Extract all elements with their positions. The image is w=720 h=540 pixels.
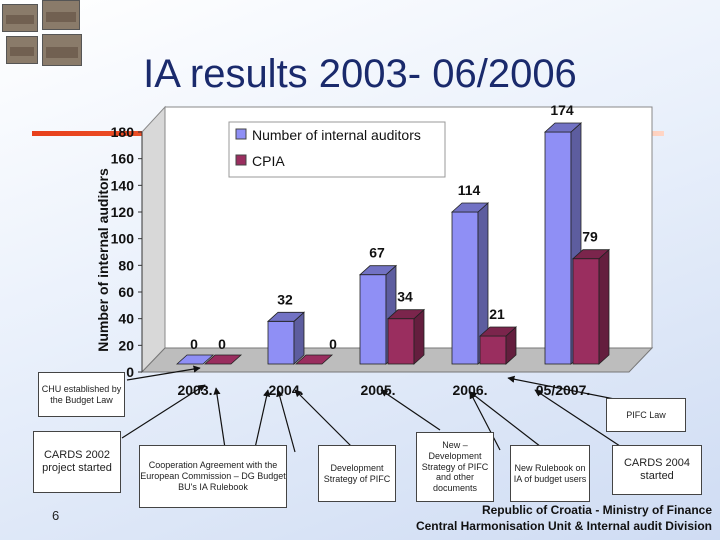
annotation-cooperation: Cooperation Agreement with the European … [139,445,287,508]
y-tick-label: 80 [118,257,134,273]
arrow-coop-3 [276,389,296,453]
bar-auditors-2004.: 32 [266,291,306,365]
bar-front [544,131,572,365]
x-axis-labels: 2003. 2004. 2005. 2006. 05/2007. [177,382,590,398]
bar-flat [203,354,243,365]
bar-cpia-2004.: 0 [294,336,337,365]
bar-front [267,320,295,365]
y-tick-label: 160 [111,151,135,167]
photo-thumbnail [42,34,82,66]
bar-value-label: 34 [397,289,413,305]
annotation-new-strategy: New – Development Strategy of PIFC and o… [416,432,494,502]
bar-front [451,211,479,365]
bar-cpia-2003.: 0 [203,336,243,365]
bar-front [572,258,600,365]
arrow-development [294,389,356,451]
legend-swatch-cpia [235,154,247,166]
bar-value-label: 32 [277,291,293,307]
annotation-cards2002: CARDS 2002 project started [33,431,121,493]
bar-value-label: 174 [550,102,574,118]
arrow-coop-2 [254,389,271,449]
y-axis-label: Number of internal auditors [95,168,111,352]
slide-title: IA results 2003- 06/2006 [143,52,577,96]
bar-front [359,274,387,365]
legend-label-auditors: Number of internal auditors [252,127,421,143]
bar-top [358,265,398,276]
x-tick-label: 2004. [268,382,303,398]
bar-auditors-2005.: 67 [358,245,398,365]
bar-value-label: 114 [458,182,481,198]
bar-cpia-05/2007.: 79 [571,229,611,365]
bar-top [478,326,518,337]
bar-top [450,202,490,213]
annotation-chu: CHU established by the Budget Law [38,372,125,417]
bar-cpia-2006.: 21 [478,306,518,365]
bar-side [598,248,610,365]
arrow-cards2002 [121,384,206,439]
y-tick-label: 40 [118,311,134,327]
bar-value-label: 79 [582,229,598,245]
arrow-coop-1 [213,387,226,449]
y-tick-label: 100 [111,231,135,247]
bar-value-label: 0 [329,336,337,352]
bar-value-label: 0 [190,336,198,352]
bar-value-label: 0 [218,336,226,352]
y-tick-label: 120 [111,204,135,220]
y-tick-label: 140 [111,177,135,193]
bar-top [386,309,426,320]
bar-auditors-05/2007.: 174 [543,102,583,365]
arrow-new-rulebook-1 [469,391,501,451]
photo-thumbnail [2,4,38,32]
bar-flat [175,354,215,365]
legend: Number of internal auditors CPIA [228,121,446,178]
arrow-chu [126,365,201,381]
bar-front [479,335,507,365]
x-tick-label: 2006. [452,382,487,398]
arrow-new-strategy [380,389,441,431]
footer-ministry: Republic of Croatia - Ministry of Financ… [481,503,712,517]
legend-box [228,121,446,178]
annotation-new-rulebook: New Rulebook on IA of budget users [510,445,590,502]
bar-flat [294,354,334,365]
legend-label-cpia: CPIA [252,153,285,169]
annotation-pifc-law: PIFC Law [606,398,686,432]
chart-side-wall [141,105,166,374]
legend-swatch-auditors [235,128,247,140]
annotation-arrows [121,365,646,453]
arrow-cards2004 [534,389,630,453]
bar-top [571,249,611,260]
photo-thumbnail [6,36,38,64]
y-tick-label: 20 [118,337,134,353]
y-axis: 0 20 40 60 80 100 120 140 160 180 [111,124,143,380]
bar-auditors-2003.: 0 [175,336,215,365]
page-number: 6 [52,508,60,523]
bar-value-label: 21 [489,306,505,322]
footer-division: Central Harmonisation Unit & Internal au… [415,519,712,533]
annotation-cards2004: CARDS 2004 started [612,445,702,495]
photo-thumbnail [42,0,80,30]
annotation-development: Development Strategy of PIFC [318,445,396,502]
bar-top [266,311,306,322]
x-tick-label: 2003. [177,382,212,398]
bar-auditors-2006.: 114 [450,182,490,365]
bar-front [387,318,415,365]
y-tick-label: 60 [118,284,134,300]
arrow-new-rulebook-2 [469,391,546,451]
bar-cpia-2005.: 34 [386,289,426,365]
y-tick-label: 180 [111,124,135,140]
y-tick-label: 0 [126,364,134,380]
bar-top [543,122,583,133]
bars-group: 0 32 67 114 174 0 0 34 21 79 [175,102,611,365]
bar-value-label: 67 [369,245,385,261]
